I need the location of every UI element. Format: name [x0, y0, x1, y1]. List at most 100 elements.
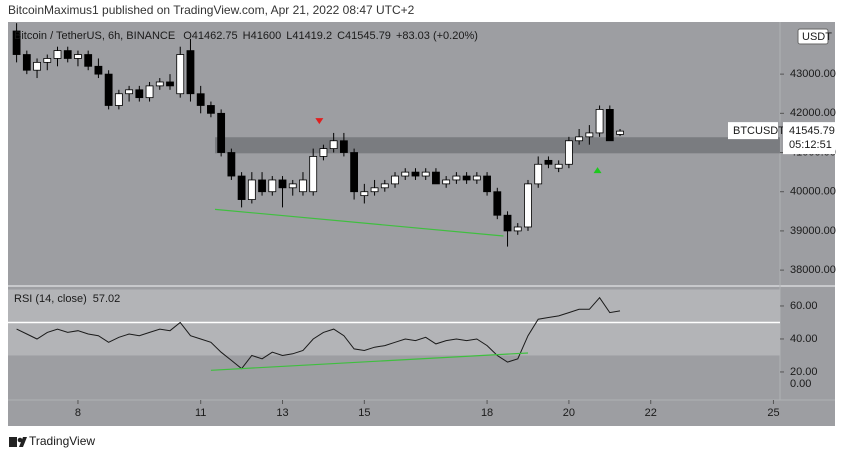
candle-body	[114, 93, 123, 106]
candle-body	[585, 132, 594, 138]
candle-body	[503, 214, 512, 232]
candle-body	[421, 171, 430, 177]
y-tick-label: 40.00	[790, 333, 818, 345]
currency-box	[797, 28, 829, 45]
candle-body	[595, 109, 604, 134]
x-tick-label: 22	[645, 407, 657, 419]
candle-body	[329, 140, 338, 150]
candle-body	[513, 226, 522, 232]
legend-item: O	[183, 30, 192, 42]
candle-body	[339, 140, 348, 153]
candle-body	[575, 136, 584, 142]
candle-body	[616, 130, 624, 135]
x-tick-label: 8	[75, 407, 81, 419]
symbol-label: BTCUSDT	[733, 125, 785, 137]
candle-body	[12, 30, 21, 55]
legend-item: 41462.75	[192, 30, 238, 42]
candle-body	[104, 73, 113, 106]
legend-value: 57.02	[93, 293, 121, 305]
candle-body	[319, 148, 328, 157]
scale-note: 0.00	[790, 378, 811, 390]
candle-body	[176, 54, 185, 95]
rsi-legend: RSI (14, close) 57.02	[14, 293, 120, 305]
candle-body	[125, 89, 133, 95]
legend-item: +83.03 (+0.20%)	[396, 30, 478, 42]
candle-body	[564, 140, 573, 165]
candle-body	[360, 191, 369, 197]
x-tick-label: 13	[276, 407, 288, 419]
candle-body	[472, 175, 481, 181]
candle-body	[493, 191, 502, 216]
candle-body	[524, 183, 532, 228]
price-tag	[783, 122, 835, 155]
candle-body	[554, 163, 563, 169]
candle-body	[544, 159, 553, 165]
x-tick-label: 11	[195, 407, 206, 419]
legend-item: Bitcoin / TetherUS, 6h, BINANCE	[14, 30, 175, 42]
candle-body	[53, 50, 62, 59]
candle-body	[237, 175, 246, 200]
candle-body	[196, 93, 205, 106]
x-tick-label: 20	[563, 407, 575, 419]
chart-background	[8, 22, 835, 426]
candle-body	[145, 85, 154, 99]
legend-item: RSI (14, close)	[14, 293, 87, 305]
buy-marker	[593, 167, 602, 174]
candle-body	[432, 171, 440, 185]
candle-body	[258, 179, 266, 193]
legend-item: L	[286, 30, 292, 42]
candle-body	[350, 152, 359, 193]
trendline	[214, 208, 504, 237]
sell-marker	[315, 118, 324, 125]
x-tick-label: 15	[358, 407, 370, 419]
candle-body	[391, 175, 399, 185]
legend-item: 41600	[251, 30, 282, 42]
candle-body	[268, 179, 277, 193]
candle-body	[288, 183, 297, 189]
footer-brand: TradingView	[29, 434, 95, 448]
y-tick-label: 42000.00	[790, 107, 836, 119]
candle-body	[309, 156, 318, 193]
rsi-line	[16, 296, 621, 370]
candle-body	[534, 163, 543, 185]
trendline	[210, 352, 529, 371]
y-tick-label: 60.00	[790, 300, 818, 312]
y-tick-label: 40000.00	[790, 186, 836, 198]
candle-body	[22, 54, 31, 71]
candle-body	[370, 187, 379, 193]
legend-item: 41419.2	[292, 30, 332, 42]
candle-body	[462, 175, 471, 181]
candle-body	[442, 179, 451, 185]
y-tick-label: 43000.00	[790, 68, 836, 80]
currency: USDT	[802, 31, 832, 43]
candle-body	[605, 109, 614, 142]
y-tick-label: 38000.00	[790, 264, 836, 276]
y-tick-label: 20.00	[790, 366, 818, 378]
candle-body	[217, 112, 226, 153]
candle-body	[207, 105, 215, 114]
candle-body	[94, 65, 103, 75]
logo	[9, 437, 27, 447]
candle-body	[411, 171, 420, 177]
last-price: 41545.79	[789, 125, 835, 137]
candle-body	[299, 179, 307, 193]
candle-body	[186, 50, 195, 95]
candle-body	[166, 81, 174, 87]
candle-body	[63, 50, 72, 59]
candle-body	[380, 183, 389, 189]
countdown: 05:12:51	[789, 139, 832, 151]
candle-body	[278, 179, 287, 189]
x-tick-label: 18	[481, 407, 493, 419]
y-tick-label: 39000.00	[790, 225, 836, 237]
candle-body	[247, 179, 256, 200]
legend-item: C	[337, 30, 345, 42]
series-legend: Bitcoin / TetherUS, 6h, BINANCE O41462.75…	[14, 30, 478, 42]
candle-body	[401, 171, 410, 177]
x-tick-label: 25	[767, 407, 779, 419]
candle-body	[33, 61, 41, 71]
candle-body	[84, 54, 93, 67]
candle-body	[483, 175, 491, 193]
symbol-tag	[728, 122, 778, 140]
candle-body	[227, 152, 236, 177]
